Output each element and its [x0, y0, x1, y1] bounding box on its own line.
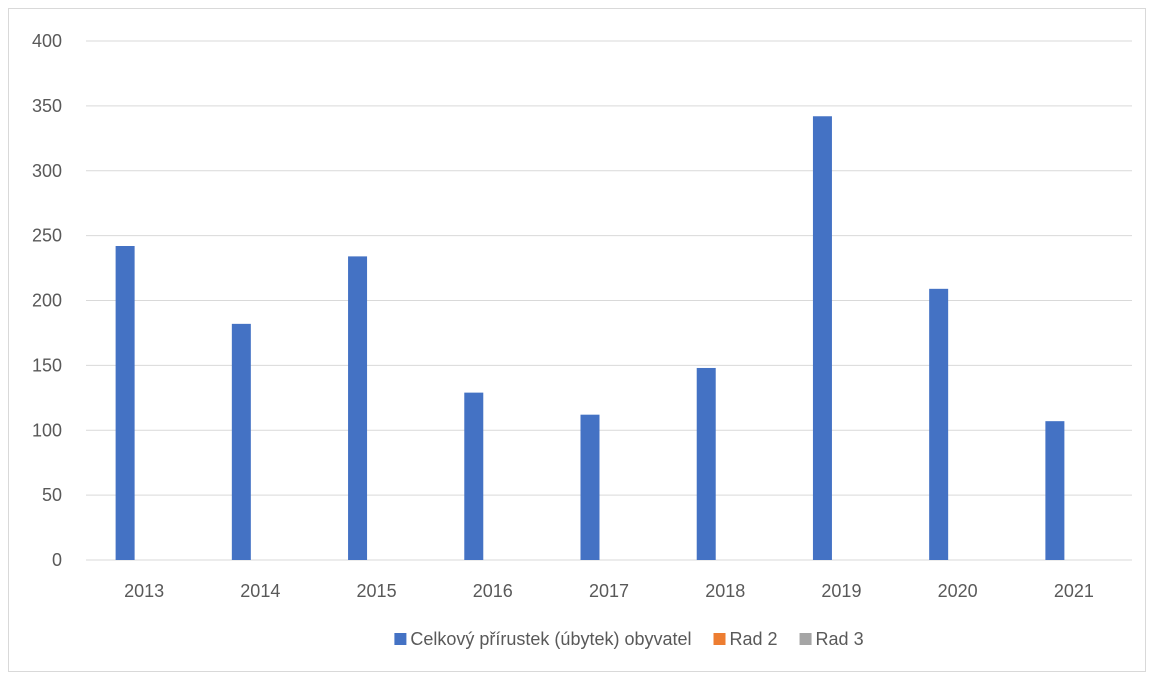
legend-swatch-series-1	[394, 633, 407, 645]
y-tick-label: 100	[32, 420, 62, 440]
x-tick-label: 2019	[821, 581, 861, 601]
bar-2020-series-1	[929, 288, 949, 560]
legend: Celkový přírustek (úbytek) obyvatel Rad 2…	[394, 629, 864, 649]
legend-swatch-series-2	[713, 633, 726, 645]
gridlines	[86, 40, 1132, 561]
bar-2019-series-1	[812, 116, 832, 560]
legend-label-series-3: Rad 3	[816, 629, 864, 649]
y-tick-label: 200	[32, 291, 62, 311]
x-tick-label: 2018	[705, 581, 745, 601]
x-tick-label: 2014	[240, 581, 280, 601]
x-tick-label: 2016	[473, 581, 513, 601]
y-tick-label: 50	[42, 485, 62, 505]
y-tick-label: 400	[32, 31, 62, 51]
legend-swatch-series-3	[799, 633, 812, 645]
bar-2015-series-1	[348, 256, 368, 560]
x-tick-label: 2017	[589, 581, 629, 601]
y-axis-tick-labels: 0 50 100 150 200 250 300 350 400	[32, 31, 62, 570]
y-tick-label: 250	[32, 226, 62, 246]
x-tick-label: 2021	[1054, 581, 1094, 601]
bar-2018-series-1	[696, 367, 716, 560]
x-axis-tick-labels: 2013 2014 2015 2016 2017 2018 2019 2020 2021	[124, 581, 1094, 601]
bar-2013-series-1	[115, 246, 135, 560]
legend-label-series-1: Celkový přírustek (úbytek) obyvatel	[410, 629, 691, 649]
chart-frame	[8, 8, 1146, 672]
y-tick-label: 150	[32, 355, 62, 375]
bars	[115, 116, 1065, 560]
y-tick-label: 0	[52, 550, 62, 570]
x-tick-label: 2015	[357, 581, 397, 601]
y-tick-label: 300	[32, 161, 62, 181]
bar-2014-series-1	[231, 323, 251, 560]
bar-2017-series-1	[580, 414, 600, 560]
x-tick-label: 2013	[124, 581, 164, 601]
y-tick-label: 350	[32, 96, 62, 116]
x-tick-label: 2020	[938, 581, 978, 601]
bar-2016-series-1	[464, 392, 484, 560]
bar-2021-series-1	[1045, 421, 1065, 560]
legend-label-series-2: Rad 2	[730, 629, 778, 649]
